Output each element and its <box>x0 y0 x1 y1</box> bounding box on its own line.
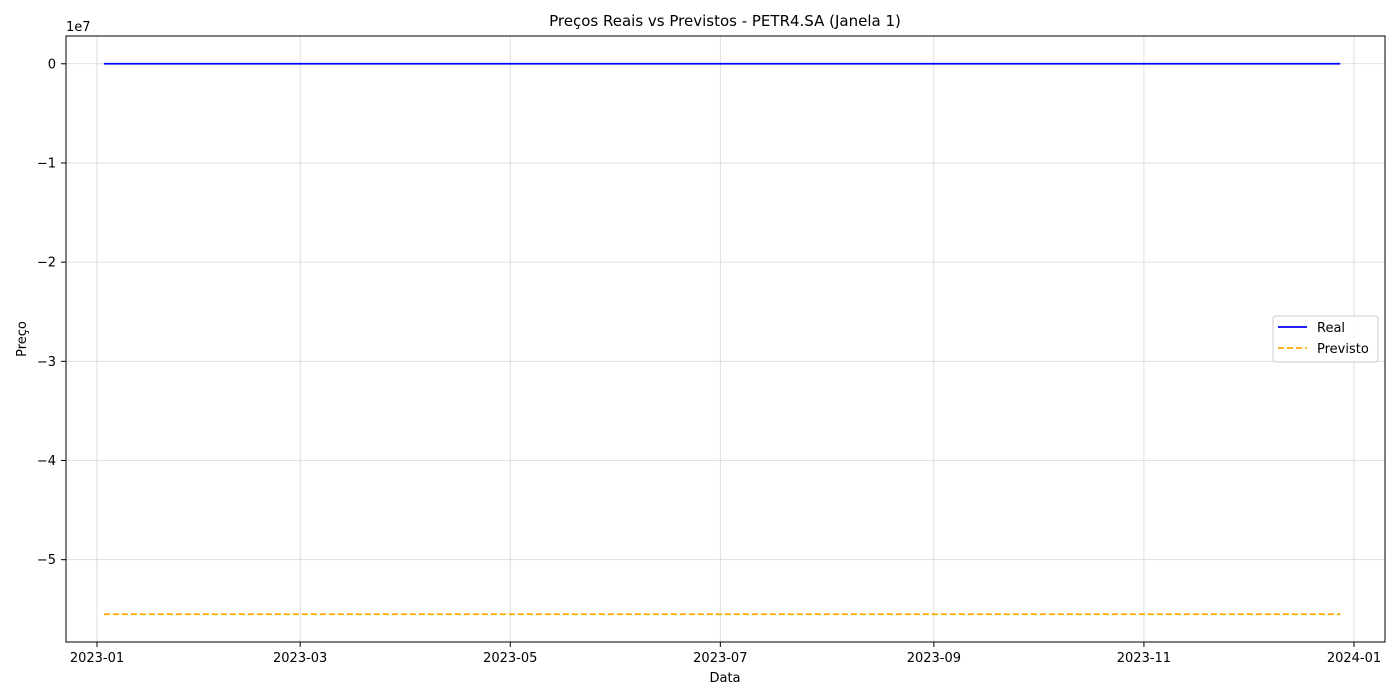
y-axis-ticks: 0 −1 −2 −3 −4 −5 <box>37 57 66 568</box>
y-tick-label: 0 <box>48 57 56 72</box>
x-tick-label: 2023-09 <box>907 651 961 666</box>
y-tick-label: −3 <box>37 355 56 370</box>
grid-lines <box>66 36 1385 642</box>
x-tick-label: 2023-05 <box>483 651 537 666</box>
x-tick-label: 2023-03 <box>273 651 327 666</box>
series-lines <box>103 62 1341 616</box>
x-axis-ticks: 2023-01 2023-03 2023-05 2023-07 2023-09 2023-… <box>70 642 1381 666</box>
x-tick-label: 2023-11 <box>1117 651 1171 666</box>
chart-title: Preços Reais vs Previstos - PETR4.SA (Ja… <box>549 12 901 30</box>
y-tick-label: −1 <box>37 156 56 171</box>
x-tick-label: 2023-01 <box>70 651 124 666</box>
plot-area-frame <box>65 35 1386 643</box>
y-tick-label: −2 <box>37 256 56 271</box>
legend: Real Previsto <box>1272 315 1379 363</box>
y-axis-label: Preço <box>15 321 30 357</box>
y-tick-label: −5 <box>37 553 56 568</box>
legend-label-real: Real <box>1317 321 1345 336</box>
y-axis-offset-label: 1e7 <box>66 20 91 35</box>
x-tick-label: 2023-07 <box>693 651 747 666</box>
legend-label-previsto: Previsto <box>1317 342 1369 357</box>
x-tick-label: 2024-01 <box>1327 651 1381 666</box>
y-tick-label: −4 <box>37 454 56 469</box>
x-axis-label: Data <box>709 671 740 686</box>
